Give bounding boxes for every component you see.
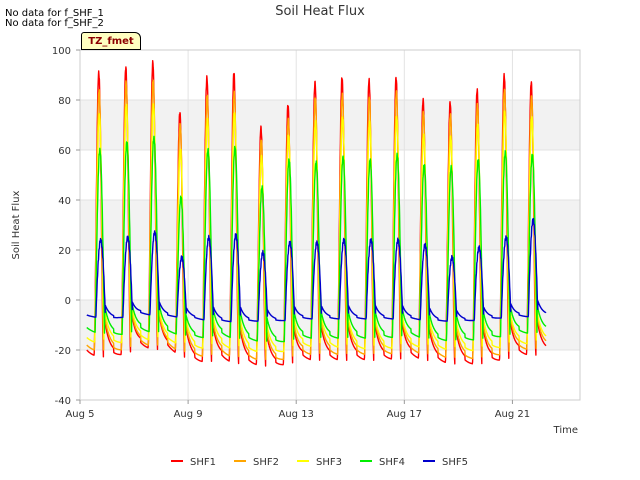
series-line-shf4 (86, 135, 547, 343)
tz-badge: TZ_fmet (81, 32, 141, 50)
x-tick-label-21: Aug 21 (495, 409, 530, 420)
legend: SHF1 SHF2 SHF3 SHF4 SHF5 (171, 457, 468, 468)
chart-title: Soil Heat Flux (275, 4, 365, 19)
legend-label-shf5: SHF5 (442, 457, 468, 468)
y-tick-label-80: 80 (58, 96, 71, 107)
no-data-note-2: No data for f_SHF_2 (5, 18, 104, 29)
x-tick-label-17: Aug 17 (387, 409, 422, 420)
plot-frame (79, 49, 581, 401)
legend-label-shf4: SHF4 (379, 457, 405, 468)
y-tick-label--20: -20 (55, 346, 71, 357)
y-tick-label--40: -40 (55, 396, 71, 407)
legend-label-shf1: SHF1 (190, 457, 216, 468)
y-axis-ticks: -40 -20 0 20 40 60 80 100 (52, 46, 80, 407)
series-line-shf3 (86, 103, 547, 353)
series-line-shf5 (86, 217, 547, 323)
y-axis-label: Soil Heat Flux (11, 190, 22, 259)
legend-label-shf2: SHF2 (253, 457, 279, 468)
y-tick-label-100: 100 (52, 46, 71, 57)
series-layer (86, 60, 547, 367)
x-tick-label-9: Aug 9 (174, 409, 203, 420)
x-axis-label: Time (553, 425, 578, 436)
y-tick-label-40: 40 (58, 196, 71, 207)
y-tick-label-0: 0 (65, 296, 71, 307)
x-tick-label-5: Aug 5 (65, 409, 94, 420)
legend-label-shf3: SHF3 (316, 457, 342, 468)
y-tick-label-20: 20 (58, 246, 71, 257)
band-60 (80, 100, 580, 150)
no-data-note-1: No data for f_SHF_1 (5, 8, 104, 19)
y-tick-label-60: 60 (58, 146, 71, 157)
band-20 (80, 200, 580, 250)
x-axis-ticks: Aug 5 Aug 9 Aug 13 Aug 17 Aug 21 (65, 400, 530, 420)
x-tick-label-13: Aug 13 (278, 409, 313, 420)
